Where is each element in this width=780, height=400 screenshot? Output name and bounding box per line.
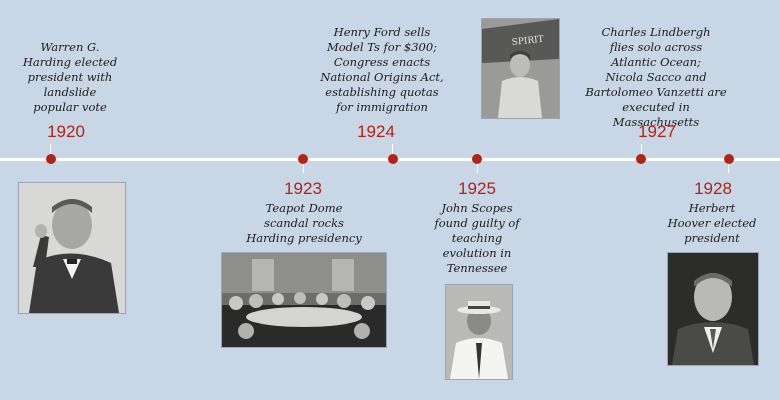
event-1925-marker	[472, 154, 482, 164]
harding-photo	[18, 182, 126, 314]
event-1924-description: Henry Ford sells Model Ts for $300; Cong…	[320, 25, 444, 114]
scopes-photo	[445, 284, 513, 380]
event-1925-year: 1925	[458, 179, 496, 198]
svg-text:SPIRIT: SPIRIT	[511, 35, 544, 48]
event-1923-year: 1923	[284, 179, 322, 198]
event-1920-marker	[46, 154, 56, 164]
event-1920-connector	[50, 144, 51, 156]
event-1925-description: John Scopes found guilty of teaching evo…	[434, 201, 520, 275]
event-1923-marker	[298, 154, 308, 164]
event-1923-connector	[303, 163, 304, 173]
event-1928-marker	[724, 154, 734, 164]
hoover-photo	[667, 252, 759, 366]
event-1924-year: 1924	[357, 122, 395, 141]
event-1924-marker	[388, 154, 398, 164]
event-1928-connector	[728, 163, 729, 173]
event-1927-marker	[636, 154, 646, 164]
event-1927-year: 1927	[638, 122, 676, 141]
event-1920-description: Warren G. Harding elected president with…	[22, 40, 118, 114]
event-1925-connector	[477, 163, 478, 173]
lindbergh-photo: SPIRIT	[481, 18, 560, 119]
event-1923-description: Teapot Dome scandal rocks Harding presid…	[246, 201, 362, 245]
event-1928-year: 1928	[694, 179, 732, 198]
event-1920-year: 1920	[47, 122, 85, 141]
event-1924-connector	[392, 144, 393, 156]
event-1927-description: Charles Lindbergh flies solo across Atla…	[585, 25, 727, 129]
event-1927-connector	[641, 144, 642, 156]
event-1928-description: Herbert Hoover elected president	[667, 201, 757, 245]
teapot-dome-photo	[221, 252, 387, 348]
